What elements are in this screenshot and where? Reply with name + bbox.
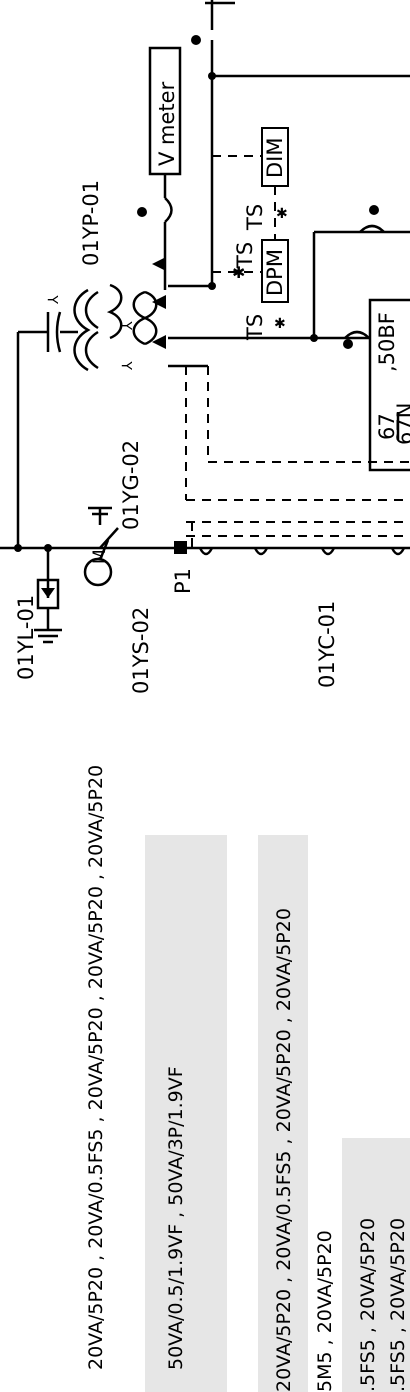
ts-cross-2: ✱ bbox=[276, 206, 288, 222]
ct-marks bbox=[198, 547, 406, 556]
label-p1: P1 bbox=[171, 568, 195, 594]
bullet-4 bbox=[343, 339, 353, 349]
vt-core bbox=[84, 290, 99, 370]
ts-label-2: TS bbox=[233, 242, 257, 269]
ct-note-2: 50VA/0.5/1.9VF , 50VA/3P/1.9VF bbox=[165, 1066, 187, 1370]
protection-box bbox=[368, 298, 410, 472]
ts-cross-3: ✱ bbox=[274, 316, 286, 332]
bullet-1 bbox=[191, 35, 201, 45]
ct-note-4: 5M5 , 20VA/5P20 bbox=[314, 1230, 336, 1392]
vt-secondary-3 bbox=[132, 290, 149, 346]
node-vmeter-2 bbox=[208, 282, 216, 290]
label-yg: 01YG-02 bbox=[119, 440, 143, 530]
note-bg-ct-2 bbox=[258, 835, 308, 1392]
node-prot bbox=[310, 334, 318, 342]
switch-blade bbox=[99, 527, 119, 549]
motor-circle bbox=[83, 557, 113, 587]
ct-note-5: .5FS5 , 20VA/5P20 bbox=[357, 1218, 379, 1392]
label-yl: 01YL-01 bbox=[14, 595, 38, 680]
ts-label-3: TS bbox=[243, 314, 267, 341]
label-ys: 01YS-02 bbox=[129, 607, 153, 694]
prot-arc-2 bbox=[344, 330, 370, 339]
p1-marker bbox=[174, 541, 187, 554]
vmeter-box bbox=[148, 46, 182, 176]
note-bg-ct-3 bbox=[342, 1138, 410, 1392]
protection-label-bottom: 67N bbox=[393, 403, 410, 445]
protection-label-side: ,50BF bbox=[375, 312, 399, 372]
ct-note-3: 20VA/5P20 , 20VA/0.5FS5 , 20VA/5P20 , 20… bbox=[273, 908, 295, 1392]
star-symbol-1: ⅄ bbox=[46, 295, 62, 305]
vt-secondary-1 bbox=[106, 283, 123, 340]
delta-symbol-1 bbox=[152, 257, 166, 271]
dpm-box bbox=[261, 239, 289, 303]
ct-note-1: 20VA/5P20 , 20VA/0.5FS5 , 20VA/5P20 , 20… bbox=[85, 765, 107, 1370]
delta-symbol-3 bbox=[152, 335, 166, 349]
coupling-capacitor bbox=[46, 311, 78, 353]
bullet-2 bbox=[137, 207, 147, 217]
label-yp: 01YP-01 bbox=[79, 180, 103, 266]
ts-label-1: TS bbox=[243, 204, 267, 231]
vmeter-label: V meter bbox=[155, 81, 179, 166]
dim-label: DIM bbox=[263, 138, 287, 178]
delta-symbol-2 bbox=[152, 295, 166, 309]
dpm-label: DPM bbox=[263, 249, 287, 296]
surge-arrester bbox=[34, 548, 62, 644]
dim-box bbox=[261, 127, 289, 187]
node-vmeter bbox=[208, 72, 216, 80]
label-yc: 01YC-01 bbox=[315, 601, 339, 688]
protection-label-top: 67 bbox=[375, 413, 399, 440]
ct-note-6: .5FS5 , 20VA/5P20 bbox=[387, 1218, 409, 1392]
ts-cross-1: ✱ bbox=[232, 263, 245, 282]
motor-link bbox=[98, 539, 110, 561]
vmeter-arc bbox=[164, 197, 173, 223]
bullet-3 bbox=[369, 205, 379, 215]
star-symbol-3: ⅄ bbox=[120, 361, 136, 371]
note-bg-vt bbox=[145, 835, 227, 1392]
star-symbol-2: ⅄ bbox=[120, 321, 136, 331]
vt-primary-winding bbox=[73, 288, 91, 372]
prot-arc-1 bbox=[359, 224, 385, 233]
motor-label: M bbox=[90, 549, 110, 564]
